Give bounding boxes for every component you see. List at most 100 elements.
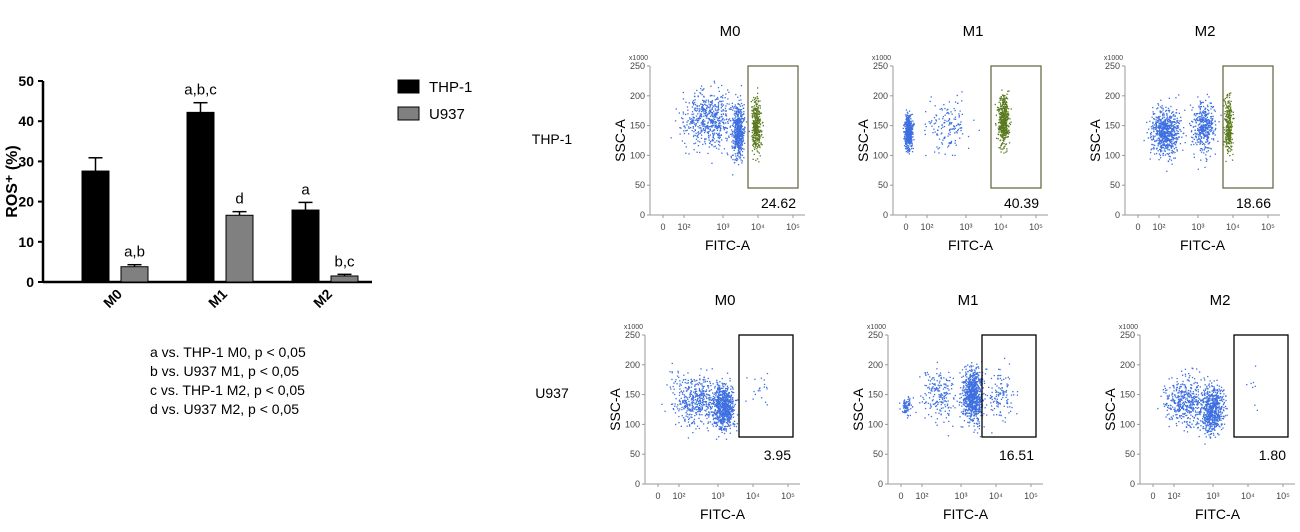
legend-swatch: [397, 79, 420, 94]
scatter-point: [688, 388, 690, 390]
scatter-point: [722, 94, 724, 96]
scatter-point: [755, 109, 757, 111]
scatter-point: [934, 131, 936, 133]
scatter-point: [732, 410, 734, 413]
y-tick-label: 200: [625, 360, 640, 370]
scatter-point: [757, 125, 759, 128]
scatter-point: [903, 124, 905, 126]
scatter-point: [742, 138, 744, 140]
scatter-point: [728, 108, 730, 110]
scatter-point: [1212, 105, 1215, 108]
scatter-point: [721, 152, 723, 154]
scatter-point: [1168, 128, 1170, 131]
scatter-point: [961, 113, 963, 115]
scatter-point: [740, 129, 742, 132]
scatter-point: [1003, 116, 1005, 118]
scatter-point: [1209, 125, 1212, 127]
scatter-point: [997, 107, 1000, 109]
scatter-point: [711, 414, 714, 416]
scatter-point: [1199, 100, 1201, 102]
scatter-point: [682, 401, 685, 403]
scatter-point: [755, 103, 757, 105]
scatter-point: [1004, 132, 1006, 135]
scatter-point: [1167, 107, 1170, 109]
scatter-point: [688, 387, 690, 389]
scatter-point: [738, 109, 741, 111]
scatter-point: [698, 404, 701, 407]
scatter-point: [1198, 105, 1200, 107]
scatter-point: [1004, 122, 1006, 124]
scatter-point: [705, 112, 707, 114]
scatter-point: [710, 144, 713, 146]
scatter-point: [758, 118, 761, 121]
scatter-point: [1191, 130, 1193, 132]
scatter-point: [1227, 137, 1230, 139]
scatter-point: [1160, 146, 1163, 148]
y-axis-label: SSC-A: [1087, 118, 1103, 161]
scatter-point: [757, 92, 759, 94]
scatter-point: [697, 398, 699, 400]
scatter-point: [1166, 116, 1169, 118]
scatter-point: [738, 129, 740, 131]
scatter-point: [909, 133, 912, 135]
scatter-point: [1227, 110, 1229, 112]
scatter-point: [743, 148, 745, 150]
scatter-point: [1005, 118, 1007, 120]
scatter-point: [909, 117, 911, 119]
scatter-point: [1220, 114, 1222, 116]
scatter-point: [694, 396, 696, 398]
scatter-point: [706, 413, 708, 415]
scatter-point: [1229, 126, 1231, 128]
scatter-point: [930, 121, 932, 123]
scatter-point: [1002, 101, 1004, 104]
scatter-point: [1003, 121, 1005, 123]
scatter-point: [689, 413, 691, 415]
scatter-point: [699, 132, 701, 134]
scatter-point: [999, 99, 1001, 101]
x-tick-label: 10³: [711, 491, 724, 501]
scatter-point: [906, 124, 908, 126]
scatter-point: [713, 417, 715, 419]
scatter-point: [1207, 133, 1209, 135]
scatter-point: [1158, 139, 1160, 142]
scatter-point: [703, 108, 705, 110]
scatter-point: [956, 124, 958, 127]
scatter-point: [701, 110, 704, 112]
scatter-point: [1005, 133, 1007, 135]
scatter-point: [1151, 143, 1153, 146]
scatter-point: [699, 117, 702, 119]
scatter-point: [1207, 120, 1209, 122]
scatter-point: [1171, 130, 1174, 132]
scatter-point: [1233, 117, 1235, 120]
scatter-point: [1210, 116, 1213, 118]
scatter-point: [938, 152, 940, 154]
scatter-point: [714, 399, 716, 401]
scatter-point: [1001, 105, 1003, 107]
scatter-point: [995, 123, 997, 125]
scatter-point: [709, 380, 711, 383]
scatter-point: [736, 125, 739, 127]
scatter-point: [702, 387, 704, 389]
scatter-point: [1171, 127, 1174, 130]
scatter-point: [696, 399, 698, 401]
scatter-point: [691, 396, 694, 398]
scatter-point: [1226, 134, 1228, 136]
scatter-point: [1200, 115, 1202, 117]
scatter-point: [1228, 96, 1231, 99]
scatter-point: [709, 413, 711, 415]
scatter-point: [954, 140, 956, 142]
y-tick-label: 150: [630, 121, 645, 131]
scatter-point: [694, 129, 696, 131]
scatter-point: [734, 159, 736, 161]
scatter-point: [703, 404, 705, 406]
scatter-point: [707, 127, 709, 129]
scatter-point: [696, 120, 698, 122]
scatter-point: [674, 403, 676, 405]
scatter-point: [909, 149, 911, 151]
scatter-point: [1004, 135, 1006, 137]
scatter-point: [694, 142, 697, 144]
scatter-point: [688, 396, 690, 399]
scatter-point: [754, 100, 756, 103]
scatter-point: [1003, 107, 1005, 109]
scatter-point: [758, 135, 760, 138]
